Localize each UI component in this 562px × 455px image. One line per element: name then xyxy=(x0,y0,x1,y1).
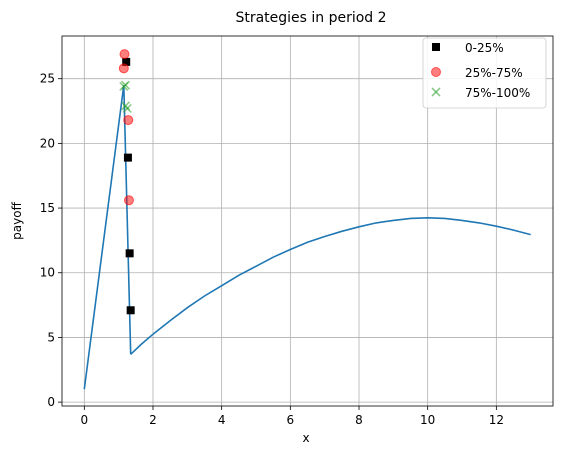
chart-title: Strategies in period 2 xyxy=(235,10,386,26)
point-0-25 xyxy=(122,57,131,66)
y-tick-label: 10 xyxy=(40,266,55,280)
legend-label-25-75: 25%-75% xyxy=(465,66,523,80)
payoff-curve xyxy=(130,216,531,355)
legend-box xyxy=(422,37,547,109)
axis-ticks: 0 2 4 6 8 10 12 0 5 10 15 20 25 xyxy=(40,72,504,427)
legend-marker-75-100 xyxy=(431,87,441,97)
x-tick-label: 2 xyxy=(149,413,157,427)
plot-area xyxy=(83,49,531,390)
x-tick-label: 8 xyxy=(355,413,363,427)
point-0-25 xyxy=(126,306,135,315)
point-25-75 xyxy=(123,115,134,126)
point-25-75 xyxy=(119,49,130,60)
point-25-75 xyxy=(123,195,134,206)
x-tick-label: 10 xyxy=(420,413,435,427)
x-tick-label: 12 xyxy=(489,413,504,427)
y-tick-label: 20 xyxy=(40,136,55,150)
y-tick-label: 0 xyxy=(47,395,55,409)
point-25-75 xyxy=(118,63,129,74)
point-75-100 xyxy=(122,103,132,114)
y-tick-label: 15 xyxy=(40,201,55,215)
point-0-25 xyxy=(125,249,134,258)
legend-label-75-100: 75%-100% xyxy=(465,86,530,100)
y-tick-label: 5 xyxy=(47,330,55,344)
legend: 0-25% 25%-75% 75%-100% xyxy=(422,37,547,109)
x-tick-label: 6 xyxy=(287,413,295,427)
x-axis-label: x xyxy=(302,431,309,445)
payoff-curve xyxy=(83,85,132,390)
grid xyxy=(62,36,553,406)
legend-marker-0-25 xyxy=(432,43,440,51)
x-tick-label: 4 xyxy=(218,413,226,427)
plot-frame xyxy=(61,35,554,407)
point-0-25 xyxy=(123,153,132,162)
y-tick-label: 25 xyxy=(40,72,55,86)
x-tick-label: 0 xyxy=(80,413,88,427)
legend-marker-25-75 xyxy=(431,67,441,77)
point-75-100 xyxy=(119,81,129,92)
legend-label-0-25: 0-25% xyxy=(465,41,504,55)
y-axis-label: payoff xyxy=(10,201,24,239)
